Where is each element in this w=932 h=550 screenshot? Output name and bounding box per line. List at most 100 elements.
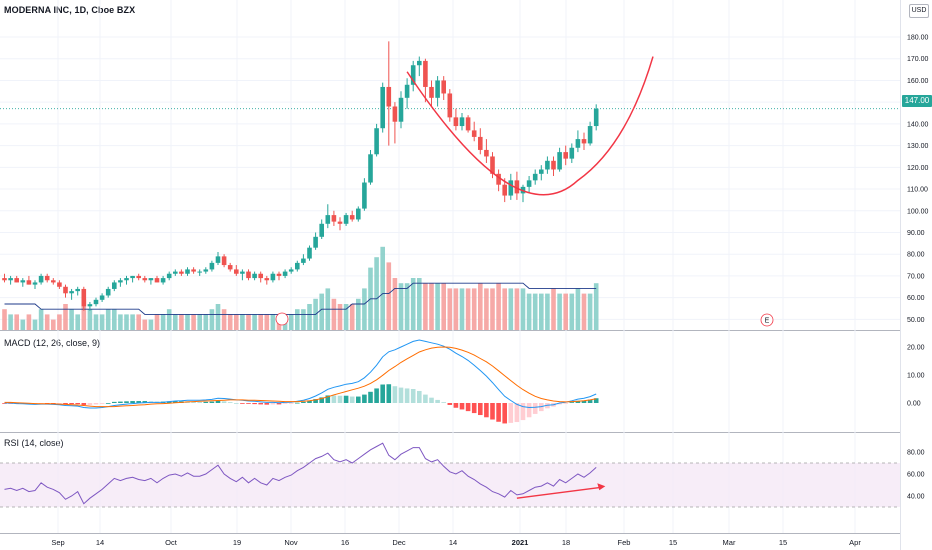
volume-bar [532,293,538,330]
volume-bar [14,314,19,330]
candle-body [130,275,135,279]
macd-histogram-bar [203,401,209,403]
volume-bar [197,314,202,330]
volume-bar [362,288,367,330]
candle-body [313,236,318,248]
macd-histogram-bar [417,390,422,403]
candle-body [417,60,422,66]
candle-body [569,147,575,159]
rsi-pane[interactable]: RSI (14, close) [0,433,932,533]
macd-histogram-bar [270,403,276,405]
volume-bar [581,293,587,330]
volume-bar [356,298,361,330]
macd-histogram-bar [459,403,465,410]
price-pane[interactable]: MODERNA INC, 1D, Cboe BZX USD [0,0,932,330]
macd-histogram-bar [319,397,324,403]
candle-body [484,149,489,157]
volume-bar [252,314,257,330]
candle-body [288,269,294,272]
volume-bar [160,314,166,330]
macd-histogram-bar [502,403,507,424]
macd-histogram-bar [63,403,68,405]
macd-histogram-bar [423,394,428,403]
price-axis-label: 130.00 [907,143,929,150]
time-axis-label: Nov [284,538,298,547]
macd-histogram-bar [514,403,520,423]
currency-label[interactable]: USD [909,4,929,18]
volume-bar [8,314,13,330]
macd-histogram-bar [191,401,196,403]
macd-histogram-bar [252,403,257,405]
candle-body [8,278,13,281]
volume-bar [258,314,263,330]
macd-histogram-bar [429,397,434,403]
macd-histogram-bar [484,403,489,418]
macd-histogram-bar [313,399,318,403]
macd-histogram-bar [166,401,172,403]
volume-bar [154,314,160,330]
volume-bar [215,304,221,330]
macd-histogram-bar [343,395,349,403]
volume-bar [502,288,507,330]
macd-pane[interactable]: MACD (12, 26, close, 9) [0,331,932,432]
macd-axis-label: 20.00 [907,345,925,352]
time-axis-label: Apr [849,538,861,547]
macd-histogram-bar [569,402,575,403]
macd-histogram-bar [490,403,495,420]
macd-histogram-bar [209,401,215,403]
volume-bar [539,293,544,330]
candle-body [557,152,562,170]
macd-histogram-bar [398,387,404,403]
price-axis-label: 50.00 [907,317,925,324]
candle-body [423,60,428,87]
volume-bar [270,314,276,330]
volume-bar [136,314,141,330]
candle-body [234,269,239,274]
volume-bar [234,314,239,330]
candle-body [447,93,453,118]
volume-bar [343,304,349,330]
candle-body [197,271,202,273]
volume-bar [81,298,87,330]
candle-body [490,156,495,174]
volume-bar [575,288,581,330]
candle-body [392,106,398,122]
volume-bar [398,283,404,330]
macd-histogram-bar [136,401,141,403]
macd-line [4,339,597,409]
volume-bar [496,283,501,330]
macd-legend: MACD (12, 26, close, 9) [4,338,101,348]
macd-histogram-bar [112,401,117,403]
price-macd-divider[interactable] [0,330,900,331]
volume-bar [240,314,245,330]
candle-body [118,280,123,283]
macd-histogram-bar [465,403,471,412]
volume-bar [301,309,306,330]
macd-histogram-bar [478,403,483,416]
macd-histogram-bar [258,403,263,405]
volume-bar [526,293,532,330]
macd-histogram-bar [374,388,379,403]
macd-histogram-bar [380,384,385,403]
candle-body [545,160,550,170]
volume-bar [87,309,93,330]
price-axis-label: 170.00 [907,56,929,63]
volume-bar [587,293,593,330]
macd-histogram-bar [227,402,233,403]
candle-body [148,278,154,281]
candle-body [124,278,129,281]
macd-histogram-bar [130,401,135,403]
candle-body [593,108,599,127]
volume-bar [185,314,190,330]
volume-bar [75,314,80,330]
volume-bar [93,314,99,330]
candle-body [240,271,245,274]
rsi-band [0,463,900,507]
candle-body [227,265,233,270]
time-axis-label: Mar [723,538,736,547]
macd-rsi-divider[interactable] [0,432,900,433]
candle-body [154,278,160,283]
volume-bar [307,304,312,330]
candle-body [75,288,80,292]
